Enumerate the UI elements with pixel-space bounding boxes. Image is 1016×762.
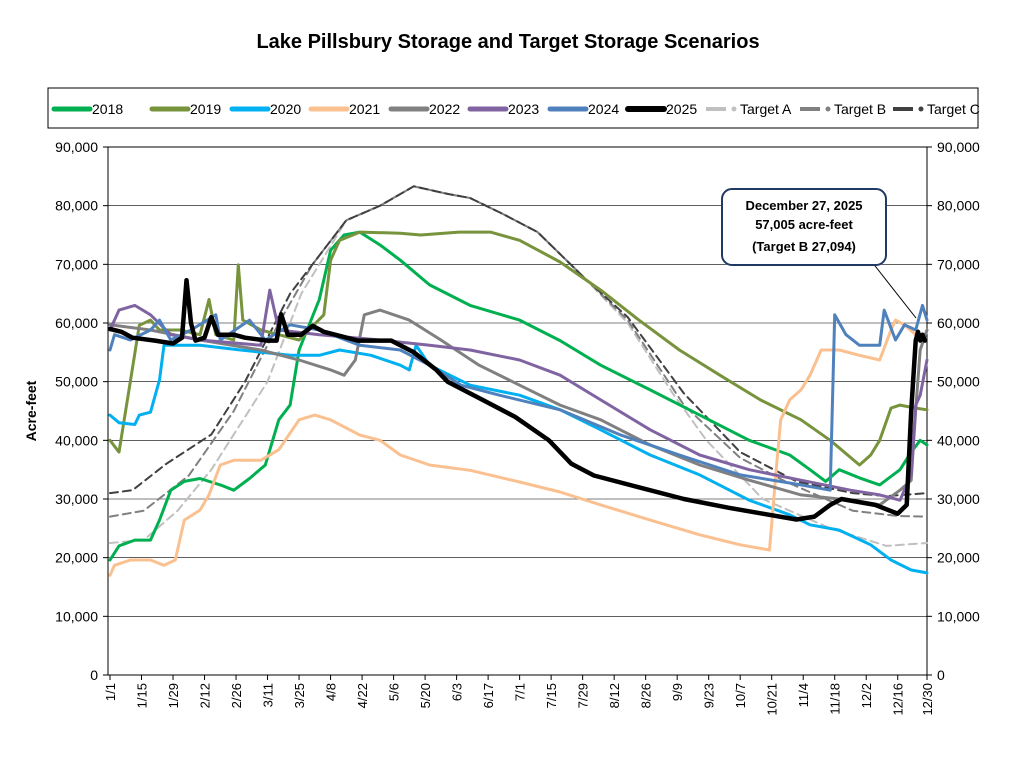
x-tick-label: 2/12	[198, 683, 213, 708]
y-tick-label-right: 60,000	[937, 315, 980, 331]
callout-annotation: December 27, 2025 57,005 acre-feet (Targ…	[721, 188, 917, 319]
x-tick-label: 11/18	[828, 683, 843, 715]
y-tick-label-left: 10,000	[55, 608, 98, 624]
x-tick-label: 6/3	[450, 683, 465, 701]
legend-swatch-dot	[918, 106, 924, 112]
x-tick-label: 3/11	[261, 683, 276, 707]
legend-box	[47, 87, 979, 129]
x-tick-label: 7/1	[513, 683, 528, 701]
x-tick-label: 1/15	[135, 683, 150, 708]
x-tick-label: 10/7	[733, 683, 748, 708]
callout-value: 57,005 acre-feet	[755, 217, 853, 232]
y-tick-label-right: 90,000	[937, 139, 980, 155]
y-tick-label-left: 30,000	[55, 491, 98, 507]
x-tick-label: 5/6	[387, 683, 402, 701]
x-tick-label: 12/2	[859, 683, 874, 708]
y-tick-label-left: 20,000	[55, 550, 98, 566]
x-tick-label: 9/23	[702, 683, 717, 708]
legend-swatch-dot	[825, 106, 831, 112]
x-tick-label: 12/30	[920, 683, 935, 716]
y-tick-label-right: 0	[937, 667, 945, 683]
x-tick-label: 7/29	[576, 683, 591, 708]
series-line-2018	[108, 230, 929, 562]
y-tick-label-right: 20,000	[937, 550, 980, 566]
legend-label: 2025	[666, 101, 697, 117]
y-tick-label-right: 80,000	[937, 198, 980, 214]
x-tick-label: 3/25	[292, 683, 307, 708]
x-tick-label: 4/22	[355, 683, 370, 708]
legend-label: 2021	[349, 101, 380, 117]
legend-label: 2018	[92, 101, 123, 117]
callout-target: (Target B 27,094)	[752, 239, 856, 254]
x-tick-label: 11/4	[796, 683, 811, 707]
series-line-2021	[108, 318, 918, 577]
x-tick-label: 5/20	[418, 683, 433, 708]
chart-title: Lake Pillsbury Storage and Target Storag…	[256, 31, 759, 53]
series-line-2025	[107, 277, 927, 522]
callout-box	[721, 188, 887, 266]
legend-label: 2022	[429, 101, 460, 117]
series-line-target-c	[109, 185, 928, 498]
y-tick-label-left: 60,000	[55, 315, 98, 331]
x-tick-label: 2/26	[229, 683, 244, 708]
x-tick-label: 7/15	[544, 683, 559, 708]
y-tick-label-left: 0	[90, 667, 98, 683]
x-tick-label: 8/26	[639, 683, 654, 708]
y-tick-label-left: 90,000	[55, 139, 98, 155]
x-tick-label: 1/1	[103, 683, 118, 701]
x-tick-label: 1/29	[166, 683, 181, 708]
x-tick-label: 12/16	[891, 683, 906, 716]
x-tick-label: 6/17	[481, 683, 496, 708]
legend-label: Target A	[740, 101, 792, 117]
y-tick-label-left: 50,000	[55, 374, 98, 390]
x-tick-label: 9/9	[670, 683, 685, 701]
legend-label: 2019	[190, 101, 221, 117]
callout-leader-line	[871, 261, 917, 319]
y-axis-label: Acre-feet	[23, 380, 39, 441]
y-tick-label-left: 40,000	[55, 432, 98, 448]
y-tick-label-left: 70,000	[55, 256, 98, 272]
series-line-2019	[108, 230, 929, 467]
x-tick-label: 8/12	[607, 683, 622, 708]
y-tick-label-right: 50,000	[937, 374, 980, 390]
callout-date: December 27, 2025	[745, 198, 862, 213]
series-line-2022	[108, 308, 929, 507]
x-tick-label: 10/21	[765, 683, 780, 716]
legend-label: 2023	[508, 101, 539, 117]
legend-swatch-dot	[731, 106, 737, 112]
legend-label: 2020	[270, 101, 301, 117]
legend-label: 2024	[588, 101, 619, 117]
x-tick-label: 4/8	[324, 683, 339, 701]
y-tick-label-right: 10,000	[937, 608, 980, 624]
legend-label: Target C	[927, 101, 980, 117]
legend-label: Target B	[834, 101, 886, 117]
legend: 2018 2019 2020 2021 2022 2023 2024 2025 Target A…	[47, 87, 980, 129]
y-tick-label-right: 70,000	[937, 256, 980, 272]
y-tick-label-right: 30,000	[937, 491, 980, 507]
y-tick-label-right: 40,000	[937, 432, 980, 448]
y-tick-label-left: 80,000	[55, 198, 98, 214]
